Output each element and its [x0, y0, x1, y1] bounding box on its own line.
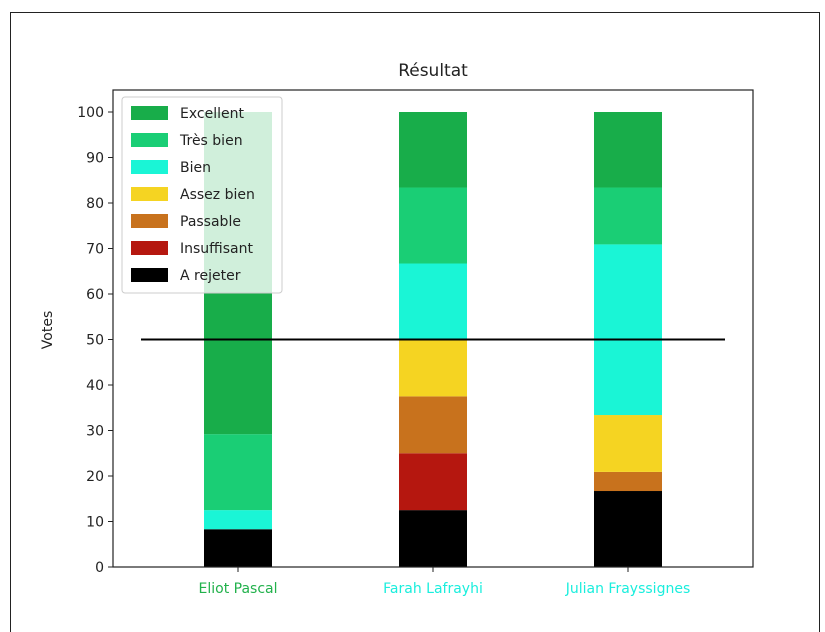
y-tick-label: 40: [86, 378, 104, 394]
y-tick-label: 100: [77, 105, 104, 121]
y-tick-label: 80: [86, 196, 104, 212]
legend-swatch: [131, 133, 168, 147]
bar-segment: [594, 244, 662, 416]
y-tick-label: 30: [86, 424, 104, 440]
legend-swatch: [131, 160, 168, 174]
bar-segment: [399, 187, 467, 264]
legend-label: Passable: [180, 214, 241, 230]
bar-segment: [594, 112, 662, 188]
legend-swatch: [131, 214, 168, 228]
x-tick-label: Eliot Pascal: [199, 581, 278, 597]
y-tick-label: 20: [86, 469, 104, 485]
bar-segment: [399, 339, 467, 397]
legend-swatch: [131, 106, 168, 120]
legend-label: Insuffisant: [180, 241, 253, 257]
y-axis-label: Votes: [40, 311, 56, 349]
bar-segment: [399, 396, 467, 454]
x-tick-label: Julian Frayssignes: [565, 581, 690, 597]
bar-segment: [594, 471, 662, 492]
bar-segment: [594, 491, 662, 567]
legend-swatch: [131, 241, 168, 255]
bar-segment: [399, 112, 467, 188]
legend-label: Excellent: [180, 106, 244, 122]
axes-group: 0 10 20 30 40 50 60 70 80 90 100 Eliot Pascal Farah …: [77, 89, 754, 597]
bar-segment: [594, 187, 662, 245]
legend: Excellent Très bien Bien Assez bien Passable…: [121, 96, 283, 294]
legend-label: Assez bien: [180, 187, 255, 203]
bar-segment: [204, 529, 272, 567]
y-tick-label: 70: [86, 242, 104, 258]
y-tick-label: 50: [86, 333, 104, 349]
y-tick-label: 90: [86, 151, 104, 167]
bar-segment: [399, 453, 467, 511]
legend-swatch: [131, 187, 168, 201]
legend-label: A rejeter: [180, 268, 241, 284]
bar-segment: [399, 263, 467, 340]
chart-title: Résultat: [398, 61, 468, 81]
bar-segment: [594, 415, 662, 472]
bar-segment: [204, 510, 272, 530]
y-tick-label: 60: [86, 287, 104, 303]
x-tick-label: Farah Lafrayhi: [383, 581, 483, 597]
bar-segment: [204, 434, 272, 511]
bar-segment: [399, 510, 467, 567]
y-tick-label: 10: [86, 515, 104, 531]
y-tick-label: 0: [95, 560, 104, 576]
legend-swatch: [131, 268, 168, 282]
legend-label: Très bien: [179, 133, 243, 149]
legend-label: Bien: [180, 160, 211, 176]
